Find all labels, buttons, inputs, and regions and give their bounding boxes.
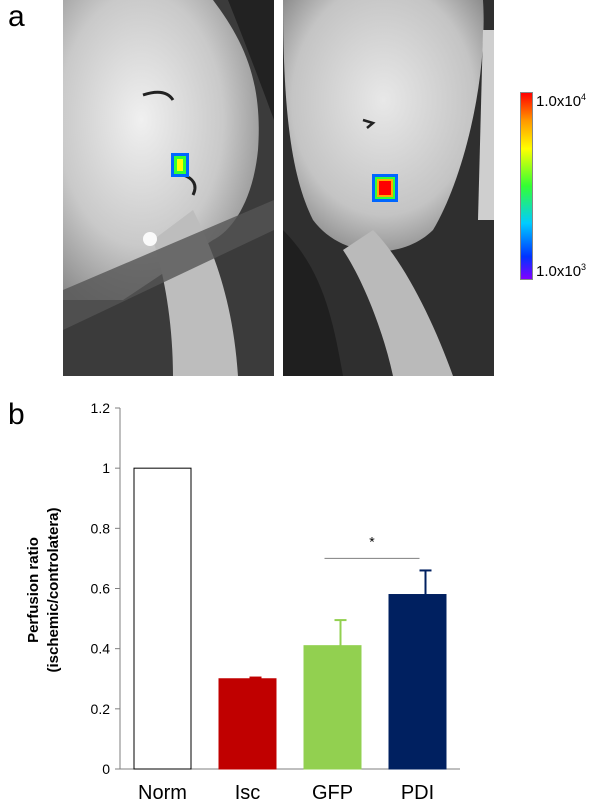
y-tick-label: 0.4 <box>91 641 111 657</box>
bar-norm <box>133 467 192 770</box>
bars <box>133 467 447 770</box>
y-tick-label: 0 <box>102 761 110 777</box>
bioluminescence-photo-right <box>283 0 494 376</box>
y-tick-label: 1 <box>102 460 110 476</box>
significance-star: * <box>369 533 375 549</box>
panel-label-a: a <box>8 0 25 33</box>
bar-isc <box>218 678 277 770</box>
y-tick-label: 0.2 <box>91 701 111 717</box>
intensity-colorbar <box>520 92 533 280</box>
colorbar-min-label: 1.0x103 <box>536 262 587 280</box>
signal-spot-right <box>372 174 398 202</box>
colorbar-max-label: 1.0x104 <box>536 92 587 110</box>
x-tick-label-pdi: PDI <box>401 782 434 804</box>
y-tick-label: 0.6 <box>91 581 111 597</box>
y-axis: 0 0.2 0.4 0.6 0.8 1 1.2 <box>91 400 460 777</box>
mouse-leg-image-right <box>283 0 494 376</box>
bar-pdi <box>388 594 447 770</box>
y-tick-label: 0.8 <box>91 520 111 536</box>
significance-annotation: * <box>324 533 420 559</box>
bar-gfp <box>303 645 362 770</box>
signal-spot-left <box>171 153 189 177</box>
x-tick-label-isc: Isc <box>235 782 261 804</box>
bioluminescence-photo-left <box>63 0 274 376</box>
mouse-leg-image-left <box>63 0 274 376</box>
x-tick-label-norm: Norm <box>138 782 187 804</box>
y-tick-label: 1.2 <box>91 400 111 416</box>
x-tick-label-gfp: GFP <box>312 782 353 804</box>
panel-label-b: b <box>8 398 25 431</box>
perfusion-ratio-bar-chart: 0 0.2 0.4 0.6 0.8 1 1.2 Norm Isc GFP PDI Perfusio… <box>25 400 460 804</box>
y-axis-label-line1: Perfusion ratio <box>25 537 42 643</box>
x-tick-labels: Norm Isc GFP PDI <box>138 782 434 804</box>
y-axis-label-line2: (ischemic/controlatera) <box>45 507 62 672</box>
